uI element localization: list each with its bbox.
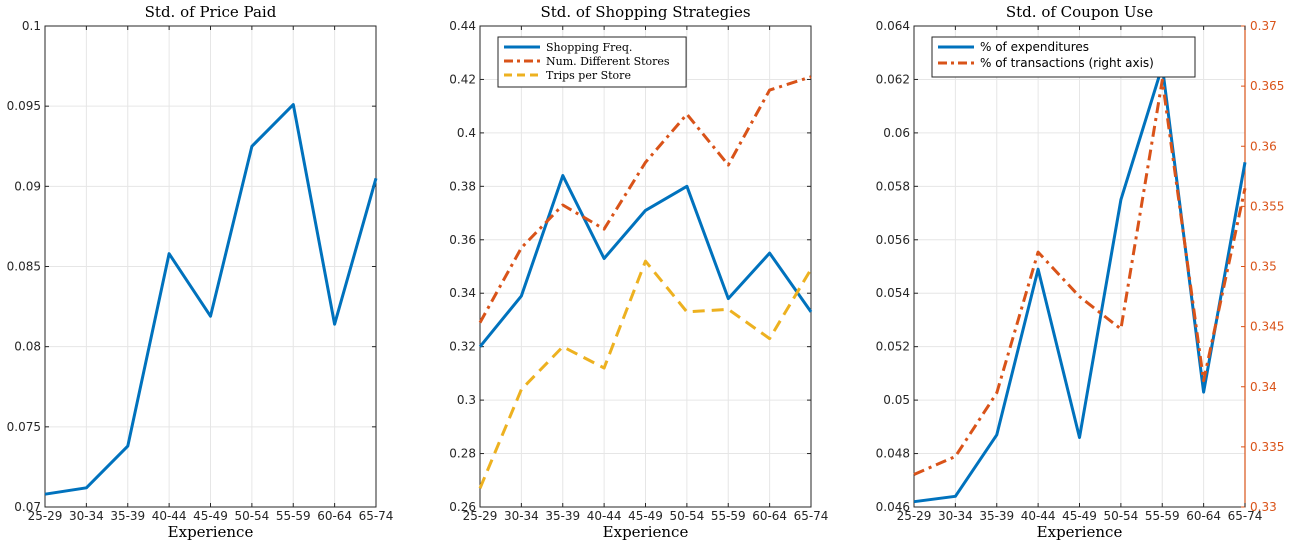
y-tick-label: 0.44 <box>449 19 476 33</box>
series-line-2 <box>478 75 812 324</box>
chart-panel-2: 0.26 0.28 0.3 0.32 0.34 0.36 0.38 0.4 0.42 0.44 25… <box>449 3 828 541</box>
right-y-tick-label: 0.36 <box>1250 139 1277 153</box>
x-tick-label: 50-54 <box>669 509 704 523</box>
x-tick-label: 30-34 <box>69 509 104 523</box>
legend-label: Shopping Freq. <box>546 41 632 54</box>
x-tick-label: 60-64 <box>1186 509 1221 523</box>
legend: Shopping Freq.Num. Different StoresTrips… <box>497 36 687 88</box>
legend-label: % of transactions (right axis) <box>980 56 1154 70</box>
x-axis-label: Experience <box>603 523 689 541</box>
y-tick-label: 0.05 <box>883 393 910 407</box>
x-tick-label: 25-29 <box>28 509 63 523</box>
chart-title: Std. of Shopping Strategies <box>540 3 750 21</box>
y-tick-label: 0.054 <box>876 286 910 300</box>
chart-panel-3: 0.046 0.048 0.05 0.052 0.054 0.056 0.058 0.06 0.… <box>876 3 1285 541</box>
right-y-tick-label: 0.37 <box>1250 19 1277 33</box>
legend-label: % of expenditures <box>980 40 1089 54</box>
x-tick-label: 35-39 <box>110 509 145 523</box>
y-tick-label: 0.075 <box>7 420 41 434</box>
x-tick-label: 50-54 <box>234 509 269 523</box>
right-y-tick-label: 0.335 <box>1250 440 1284 454</box>
y-tick-label: 0.062 <box>876 72 910 86</box>
x-tick-label: 40-44 <box>1021 509 1056 523</box>
y-tick-label: 0.06 <box>883 126 910 140</box>
series-line-1 <box>44 103 378 496</box>
legend-box <box>931 36 1196 78</box>
x-tick-label: 60-64 <box>752 509 787 523</box>
y-tick-label: 0.36 <box>449 233 476 247</box>
series-line-1 <box>913 64 1247 504</box>
y-tick-label: 0.09 <box>14 179 41 193</box>
x-tick-label: 30-34 <box>938 509 973 523</box>
series-line-3 <box>478 259 813 489</box>
chart-panel-1: 0.07 0.075 0.08 0.085 0.09 0.095 0.1 25-29 30-34… <box>7 3 394 541</box>
right-y-tick-label: 0.34 <box>1250 380 1277 394</box>
x-tick-label: 45-49 <box>628 509 663 523</box>
x-tick-label: 30-34 <box>504 509 539 523</box>
y-tick-label: 0.1 <box>22 19 41 33</box>
chart-title: Std. of Coupon Use <box>1006 3 1153 21</box>
right-y-tick-label: 0.33 <box>1250 500 1277 514</box>
y-tick-label: 0.38 <box>449 179 476 193</box>
x-tick-label: 35-39 <box>545 509 580 523</box>
legend: % of expenditures % of transactions (righ… <box>931 36 1196 78</box>
series-line-1 <box>478 174 813 348</box>
x-tick-label: 65-74 <box>1228 509 1263 523</box>
right-y-tick-label: 0.345 <box>1250 320 1284 334</box>
x-tick-label: 65-74 <box>794 509 829 523</box>
right-y-tick-label: 0.35 <box>1250 260 1277 274</box>
x-axis-label: Experience <box>168 523 254 541</box>
y-tick-label: 0.058 <box>876 179 910 193</box>
x-tick-label: 55-59 <box>711 509 746 523</box>
y-tick-label: 0.052 <box>876 340 910 354</box>
series-line-2 <box>913 78 1247 476</box>
y-tick-label: 0.26 <box>449 500 476 514</box>
x-tick-label: 40-44 <box>587 509 622 523</box>
y-tick-label: 0.048 <box>876 447 910 461</box>
x-tick-label: 60-64 <box>317 509 352 523</box>
x-tick-label: 50-54 <box>1103 509 1138 523</box>
y-tick-label: 0.095 <box>7 99 41 113</box>
y-tick-label: 0.056 <box>876 233 910 247</box>
chart-title: Std. of Price Paid <box>145 3 277 21</box>
y-tick-label: 0.046 <box>876 500 910 514</box>
x-tick-label: 40-44 <box>152 509 187 523</box>
y-tick-label: 0.4 <box>457 126 476 140</box>
y-tick-label: 0.28 <box>449 447 476 461</box>
x-tick-label: 45-49 <box>1062 509 1097 523</box>
y-tick-label: 0.34 <box>449 286 476 300</box>
y-tick-label: 0.064 <box>876 19 910 33</box>
y-tick-label: 0.08 <box>14 340 41 354</box>
y-tick-label: 0.3 <box>457 393 476 407</box>
y-tick-label: 0.32 <box>449 340 476 354</box>
right-y-tick-label: 0.355 <box>1250 199 1284 213</box>
x-tick-label: 45-49 <box>193 509 228 523</box>
x-tick-label: 55-59 <box>276 509 311 523</box>
x-axis-label: Experience <box>1037 523 1123 541</box>
x-tick-label: 65-74 <box>359 509 394 523</box>
y-tick-label: 0.085 <box>7 260 41 274</box>
x-tick-label: 25-29 <box>463 509 498 523</box>
legend-label: Num. Different Stores <box>546 55 670 68</box>
x-tick-label: 55-59 <box>1145 509 1180 523</box>
y-tick-label: 0.42 <box>449 72 476 86</box>
right-y-tick-label: 0.365 <box>1250 79 1284 93</box>
y-tick-label: 0.07 <box>14 500 41 514</box>
x-tick-label: 35-39 <box>979 509 1014 523</box>
legend-label: Trips per Store <box>546 69 631 82</box>
x-tick-label: 25-29 <box>897 509 932 523</box>
